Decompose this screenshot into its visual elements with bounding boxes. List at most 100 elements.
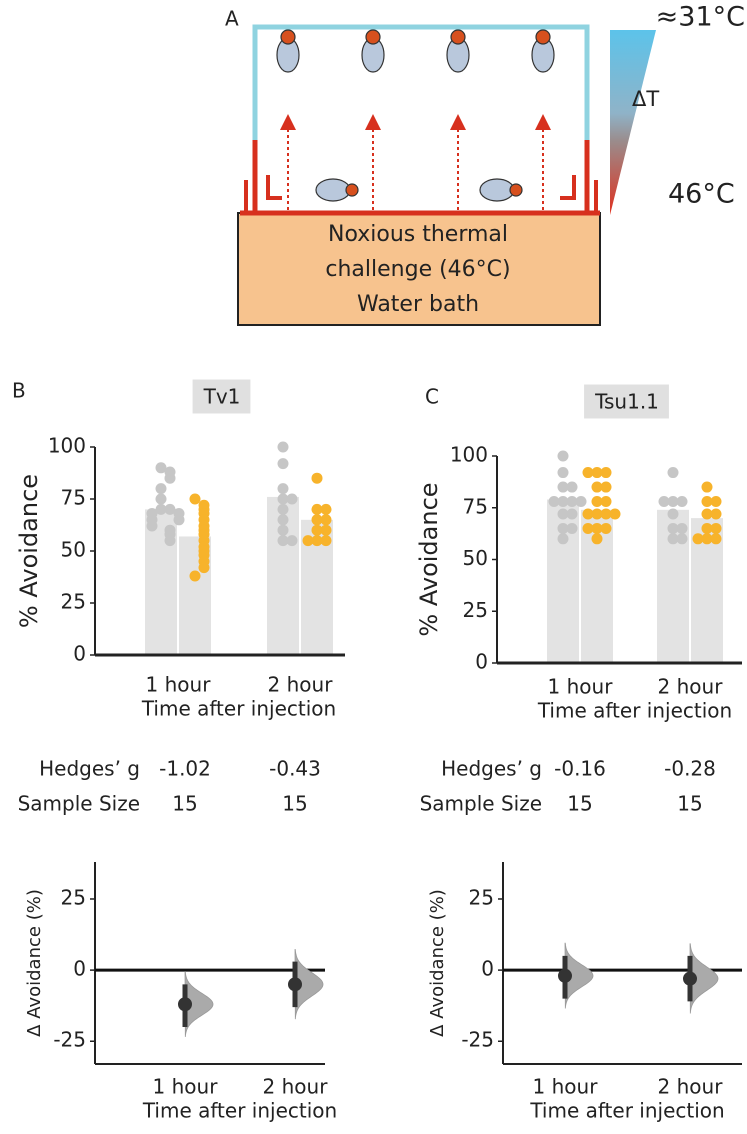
data-point [591,467,603,479]
data-point [286,535,298,547]
y-axis-label: Δ Avoidance (%) [24,889,45,1037]
y-tick-label: 75 [61,486,86,510]
data-point [676,533,688,545]
bootstrap-distribution [564,942,594,1009]
data-point [173,514,185,526]
data-point [320,514,332,526]
data-point [302,535,314,547]
chamber-hot [240,140,600,216]
data-point [286,493,298,505]
x-tick-label: 1 hour [548,675,614,699]
data-point [557,496,569,508]
data-point [566,522,578,534]
data-point [146,520,158,532]
chart-title: Tv1 [203,385,241,409]
data-point [701,533,713,545]
data-point [277,441,289,453]
title-box [192,379,251,414]
y-axis-label: Δ Avoidance (%) [427,889,448,1037]
chamber-rim [244,175,598,213]
delta-t: ΔT [632,87,659,111]
effect-size [288,977,302,992]
stat-label: Hedges’ g [441,757,542,781]
y-axis-label: % Avoidance [15,474,43,628]
effect-size [683,971,697,986]
data-point [600,467,612,479]
data-point [311,472,323,484]
data-point [710,496,722,508]
bootstrap-distribution [294,949,324,1020]
bath-label: challenge (46°C) [325,257,510,282]
data-point [320,524,332,536]
data-point [320,535,332,547]
data-point [277,514,289,526]
data-point [311,514,323,526]
effect-size [558,968,572,983]
x-tick-label: 2 hour [263,1075,329,1099]
data-point [676,522,688,534]
data-point [311,503,323,515]
data-point [189,493,201,505]
data-point [701,496,713,508]
y-tick-label: 25 [463,598,488,622]
data-point [600,496,612,508]
flies [276,29,555,202]
stat-label: Sample Size [18,792,140,816]
title-box [584,384,669,419]
data-point [667,467,679,479]
y-tick-label: 25 [61,885,86,909]
bottom-temperature: 46°C [668,179,735,210]
x-tick-label: 2 hour [268,673,334,697]
data-point [198,562,210,574]
data-point [277,458,289,470]
stat-label: Hedges’ g [39,757,140,781]
stat-value: 15 [677,792,702,816]
y-tick-label: 50 [463,546,488,570]
data-point [600,522,612,534]
data-point [591,508,603,520]
data-point [548,496,560,508]
heat-arrows [280,114,551,210]
data-point [164,503,176,515]
y-tick-label: 0 [481,957,494,981]
top-temperature: ≈31°C [656,2,745,33]
data-point [277,524,289,536]
y-tick-label: 50 [61,538,86,562]
stat-label: Sample Size [420,792,542,816]
y-tick-label: -25 [53,1028,86,1052]
x-tick-label: 2 hour [658,675,724,699]
data-point [557,533,569,545]
stat-value: -1.02 [159,757,211,781]
panel-a: A ≈31°C ΔT 46°C Noxious thermal challeng… [225,2,745,326]
bath-label: Water bath [357,292,479,317]
data-point [582,522,594,534]
data-point [600,481,612,493]
data-point [667,508,679,520]
data-point [164,535,176,547]
data-point [155,483,167,495]
data-point [600,508,612,520]
data-point [566,481,578,493]
data-point [566,496,578,508]
data-point [164,472,176,484]
bootstrap-distribution [184,971,214,1037]
stat-value: 15 [172,792,197,816]
data-point [676,496,688,508]
data-point [667,522,679,534]
x-axis-label: Time after injection [537,699,732,723]
panel-label: A [225,7,239,31]
data-point [582,467,594,479]
temperature-gradient [610,30,656,215]
y-tick-label: 100 [48,434,86,458]
stat-value: 15 [282,792,307,816]
water-bath [237,212,601,326]
data-point [658,496,670,508]
data-point [320,503,332,515]
data-point [277,483,289,495]
data-point [710,508,722,520]
panel-label: B [12,379,26,403]
chart-title: Tsu1.1 [594,390,659,414]
data-point [701,481,713,493]
